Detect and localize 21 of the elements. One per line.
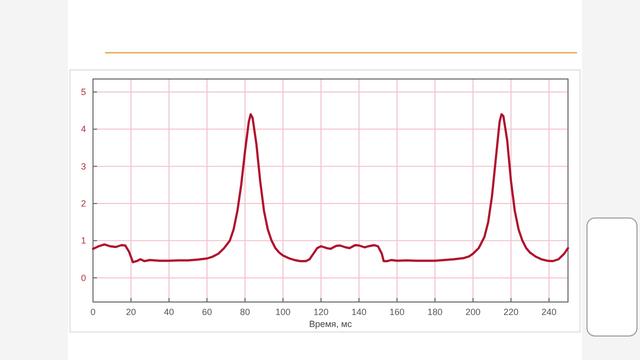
x-tick-label: 160 (389, 307, 405, 317)
y-tick-label: 0 (80, 272, 86, 283)
x-tick-label: 0 (90, 307, 96, 317)
x-tick-label: 200 (465, 307, 481, 317)
x-tick-label: 140 (351, 307, 367, 317)
x-tick-label: 40 (164, 307, 174, 317)
y-tick-label: 4 (80, 124, 86, 134)
x-tick-label: 100 (275, 307, 291, 317)
x-tick-label: 80 (240, 307, 250, 317)
x-tick-label: 120 (313, 307, 329, 317)
y-tick-label: 3 (80, 161, 86, 172)
y-tick-label: 2 (80, 198, 86, 209)
x-tick-label: 60 (202, 307, 212, 317)
x-axis-title: Время, мс (309, 319, 352, 329)
x-tick-label: 180 (427, 307, 443, 317)
y-tick-label: 1 (80, 236, 86, 246)
x-tick-label: 240 (541, 307, 557, 317)
y-tick-label: 5 (80, 87, 86, 98)
x-tick-label: 220 (503, 307, 519, 317)
x-tick-label: 20 (126, 307, 136, 317)
line-series (92, 113, 570, 264)
